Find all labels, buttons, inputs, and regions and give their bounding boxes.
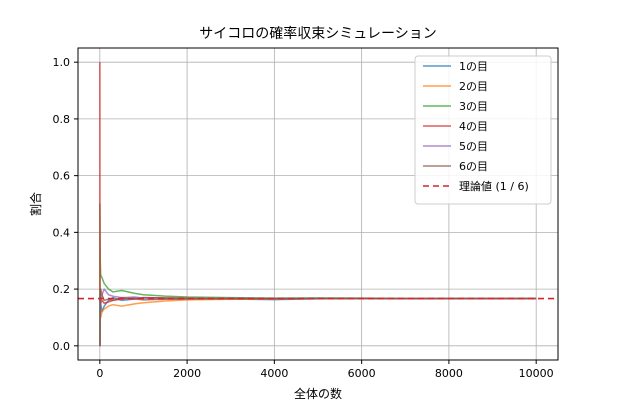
- x-tick-label: 4000: [260, 367, 288, 380]
- ticks: 0 2000 4000 6000 8000 10000 0.0 0.2 0.4 0.6 0.8 1.0: [53, 56, 554, 380]
- y-tick-label: 0.6: [53, 170, 71, 183]
- legend-label: 2の目: [459, 80, 488, 93]
- x-axis-label: 全体の数: [294, 386, 342, 401]
- x-tick-label: 6000: [348, 367, 376, 380]
- y-tick-label: 0.2: [53, 283, 71, 296]
- legend-label: 5の目: [459, 140, 488, 153]
- x-tick-label: 2000: [173, 367, 201, 380]
- y-tick-label: 0.4: [53, 226, 71, 239]
- y-tick-label: 1.0: [53, 56, 71, 69]
- legend-label: 3の目: [459, 100, 488, 113]
- y-tick-label: 0.0: [53, 340, 71, 353]
- legend-label: 1の目: [459, 60, 488, 73]
- x-tick-label: 0: [96, 367, 103, 380]
- y-axis-label: 割合: [28, 192, 43, 216]
- plot-frame: [77, 47, 559, 361]
- x-tick-label: 8000: [435, 367, 463, 380]
- legend-box: [414, 55, 552, 205]
- chart-title: サイコロの確率収束シミュレーション: [199, 25, 436, 42]
- x-tick-label: 10000: [519, 367, 554, 380]
- legend-label: 6の目: [459, 160, 488, 173]
- y-tick-label: 0.8: [53, 113, 71, 126]
- legend-label: 理論値 (1 / 6): [459, 179, 529, 193]
- legend-label: 4の目: [459, 120, 488, 133]
- series-line-3: [99, 203, 537, 346]
